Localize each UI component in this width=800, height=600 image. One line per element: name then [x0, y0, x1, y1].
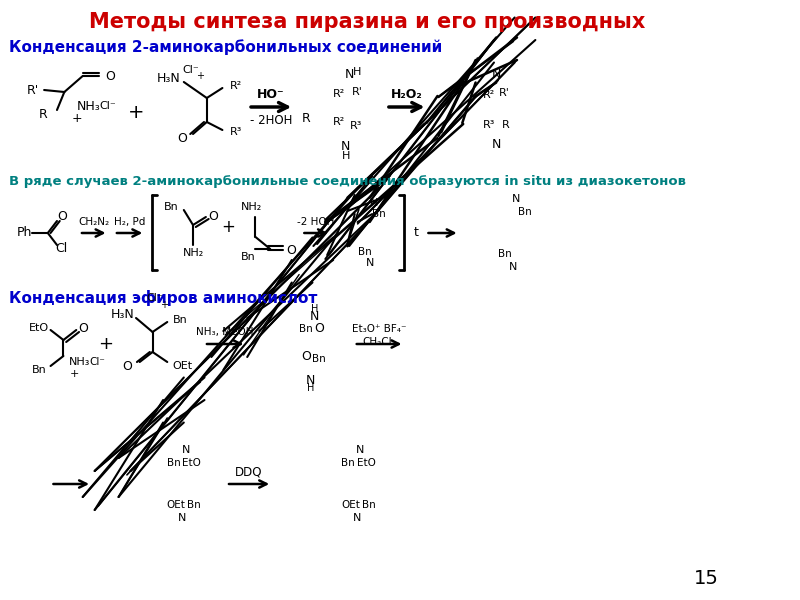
Text: O: O [122, 359, 132, 373]
Text: Bn: Bn [518, 207, 532, 217]
Text: Bn: Bn [312, 354, 326, 364]
Text: Cl⁻: Cl⁻ [182, 65, 199, 75]
Text: Bn: Bn [173, 315, 187, 325]
Text: +: + [128, 103, 144, 121]
Text: Bn: Bn [372, 209, 386, 219]
Text: Bn: Bn [163, 202, 178, 212]
Text: H: H [310, 304, 318, 314]
Text: H: H [307, 383, 314, 393]
Text: O: O [78, 322, 89, 335]
Text: +: + [221, 218, 235, 236]
Text: NH₃: NH₃ [78, 100, 101, 113]
Text: R': R' [351, 87, 362, 97]
Text: H₃N: H₃N [156, 71, 180, 85]
Text: O: O [58, 211, 67, 223]
Text: В ряде случаев 2-аминокарбонильные соединения образуются in situ из диазокетонов: В ряде случаев 2-аминокарбонильные соеди… [9, 175, 686, 188]
Text: Bn: Bn [362, 500, 375, 510]
Text: Конденсация 2-аминокарбонильных соединений: Конденсация 2-аминокарбонильных соединен… [9, 39, 442, 55]
Text: N: N [345, 68, 354, 82]
Text: N: N [310, 311, 319, 323]
Text: Bn: Bn [299, 324, 313, 334]
Text: HO⁻: HO⁻ [258, 88, 285, 100]
Text: N: N [512, 194, 521, 204]
Text: H₂O₂: H₂O₂ [391, 88, 423, 100]
Text: R³: R³ [230, 127, 242, 137]
Text: OEt: OEt [166, 500, 186, 510]
Text: Bn: Bn [187, 500, 201, 510]
Text: +: + [159, 300, 167, 310]
Text: H: H [353, 67, 361, 77]
Text: Bn: Bn [342, 458, 355, 468]
Text: H₂, Pd: H₂, Pd [114, 217, 146, 227]
Text: Cl⁻: Cl⁻ [146, 293, 162, 303]
Text: EtO: EtO [182, 458, 201, 468]
Text: Cl: Cl [55, 242, 68, 256]
Text: NH₃: NH₃ [69, 357, 90, 367]
Text: N: N [492, 68, 501, 82]
Text: t: t [414, 226, 418, 239]
Text: Конденсация эфиров аминокислот: Конденсация эфиров аминокислот [9, 290, 318, 306]
Text: DDQ: DDQ [235, 466, 263, 479]
Text: N: N [353, 513, 361, 523]
Text: Cl⁻: Cl⁻ [99, 101, 116, 111]
Text: Bn: Bn [32, 365, 47, 375]
Text: NH₂: NH₂ [182, 248, 204, 258]
Text: Bn: Bn [241, 252, 255, 262]
Text: R': R' [26, 83, 38, 97]
Text: N: N [492, 139, 501, 151]
Text: Методы синтеза пиразина и его производных: Методы синтеза пиразина и его производны… [90, 12, 646, 32]
Text: N: N [356, 445, 365, 455]
Text: N: N [509, 262, 517, 272]
Text: +: + [196, 71, 204, 81]
Text: Et₃O⁺ BF₄⁻: Et₃O⁺ BF₄⁻ [352, 324, 407, 334]
Text: O: O [208, 211, 218, 223]
Text: Bn: Bn [166, 458, 181, 468]
Text: N: N [306, 373, 315, 386]
Text: N: N [341, 139, 350, 152]
Text: N: N [366, 258, 374, 268]
Text: N: N [182, 445, 190, 455]
Text: H₃N: H₃N [110, 307, 134, 320]
Text: R: R [39, 107, 48, 121]
Text: R³: R³ [483, 120, 495, 130]
Text: R²: R² [333, 89, 345, 99]
Text: O: O [314, 323, 324, 335]
Text: R²: R² [230, 81, 242, 91]
Text: +: + [70, 369, 79, 379]
Text: -2 HOH: -2 HOH [298, 217, 335, 227]
Text: Cl⁻: Cl⁻ [89, 357, 105, 367]
Text: R³: R³ [350, 121, 362, 131]
Text: O: O [106, 70, 115, 82]
Text: O: O [178, 131, 187, 145]
Text: NH₂: NH₂ [241, 202, 262, 212]
Text: EtO: EtO [357, 458, 375, 468]
Text: OEt: OEt [342, 500, 360, 510]
Text: N: N [178, 513, 186, 523]
Text: R: R [502, 120, 510, 130]
Text: Bn: Bn [358, 247, 372, 257]
Text: - 2HOH: - 2HOH [250, 115, 292, 127]
Text: CH₂Cl₂: CH₂Cl₂ [362, 337, 397, 347]
Text: Bn: Bn [498, 249, 511, 259]
Text: N: N [370, 198, 378, 208]
Text: R²: R² [333, 117, 345, 127]
Text: Ph: Ph [17, 226, 32, 239]
Text: R': R' [498, 88, 510, 98]
Text: NH₃, MeOH: NH₃, MeOH [197, 327, 254, 337]
Text: H: H [342, 151, 350, 161]
Text: 15: 15 [694, 569, 718, 587]
Text: +: + [98, 335, 113, 353]
Text: O: O [286, 244, 297, 257]
Text: OEt: OEt [173, 361, 193, 371]
Text: CH₂N₂: CH₂N₂ [78, 217, 110, 227]
Text: +: + [72, 112, 82, 124]
Text: R: R [302, 112, 310, 124]
Text: R²: R² [483, 90, 495, 100]
Text: EtO: EtO [29, 323, 49, 333]
Text: O: O [301, 350, 311, 364]
